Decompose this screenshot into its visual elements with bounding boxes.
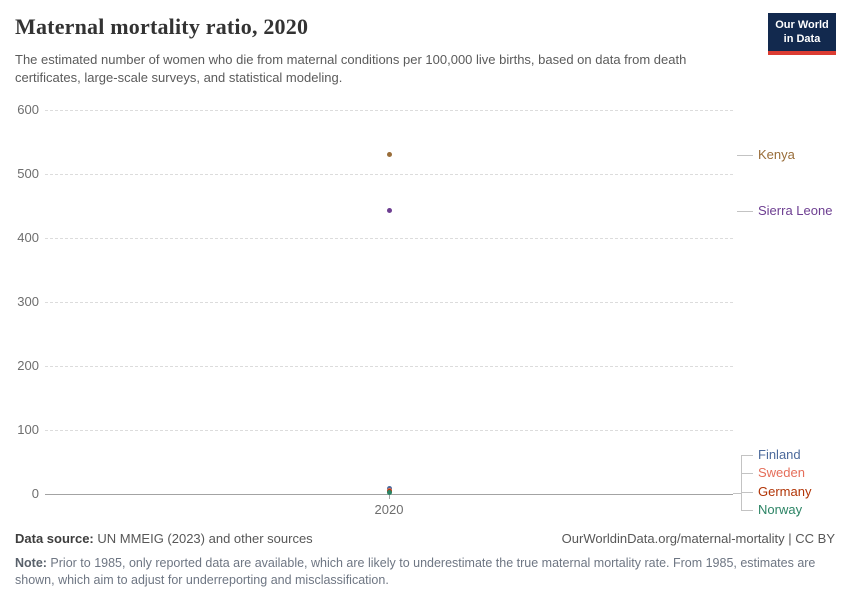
x-tick-mark: [389, 494, 390, 499]
series-label-finland[interactable]: Finland: [758, 447, 801, 462]
y-tick-label-400: 400: [17, 230, 39, 245]
gridline-y-300: [45, 302, 733, 303]
legend-connector-finland: [741, 455, 753, 456]
data-source-label: Data source:: [15, 531, 94, 546]
gridline-y-400: [45, 238, 733, 239]
legend-bracket-axis-stub: [733, 493, 741, 494]
legend-connector-kenya: [737, 155, 753, 156]
series-label-sweden[interactable]: Sweden: [758, 465, 805, 480]
gridline-y-100: [45, 430, 733, 431]
y-tick-label-300: 300: [17, 294, 39, 309]
owid-logo-line1: Our World: [775, 19, 829, 31]
owid-logo: Our World in Data: [768, 13, 836, 55]
legend-connector-germany: [741, 492, 753, 493]
series-label-norway[interactable]: Norway: [758, 502, 803, 517]
chart-subtitle: The estimated number of women who die fr…: [15, 52, 687, 86]
data-source: Data source: UN MMEIG (2023) and other s…: [15, 531, 313, 546]
series-label-germany[interactable]: Germany: [758, 484, 812, 499]
gridline-y-200: [45, 366, 733, 367]
y-tick-label-100: 100: [17, 422, 39, 437]
x-tick-label: 2020: [374, 502, 404, 517]
y-tick-label-0: 0: [31, 486, 39, 501]
chart-note: Note: Prior to 1985, only reported data …: [15, 555, 837, 589]
series-label-kenya[interactable]: Kenya: [758, 147, 795, 162]
data-point-sierra-leone[interactable]: [386, 207, 392, 213]
legend-bracket-line: [741, 455, 742, 510]
data-point-kenya[interactable]: [386, 152, 392, 158]
y-tick-label-200: 200: [17, 358, 39, 373]
footer-row: Data source: UN MMEIG (2023) and other s…: [15, 531, 835, 546]
data-point-norway[interactable]: [386, 490, 392, 496]
legend-connector-norway: [741, 510, 753, 511]
note-text: Prior to 1985, only reported data are av…: [15, 556, 816, 587]
series-label-sierra-leone[interactable]: Sierra Leone: [758, 203, 833, 218]
page-title: Maternal mortality ratio, 2020: [15, 14, 309, 39]
attribution-link[interactable]: OurWorldinData.org/maternal-mortality | …: [561, 531, 835, 546]
gridline-y-500: [45, 174, 733, 175]
note-label: Note:: [15, 556, 47, 570]
owid-logo-line2: in Data: [783, 33, 821, 46]
y-tick-label-600: 600: [17, 102, 39, 117]
legend-connector-sweden: [741, 473, 753, 474]
y-tick-label-500: 500: [17, 166, 39, 181]
data-source-text: UN MMEIG (2023) and other sources: [93, 531, 313, 546]
legend-connector-sierra-leone: [737, 211, 753, 212]
gridline-y-600: [45, 110, 733, 111]
